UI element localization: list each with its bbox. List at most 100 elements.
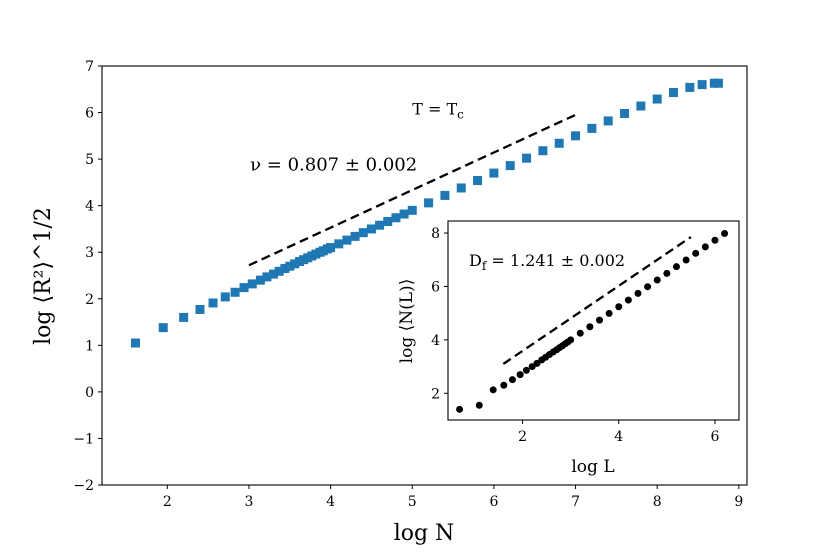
inset-data-point	[456, 405, 464, 413]
df-annotation-symbol: D	[469, 251, 482, 270]
main-data-point	[383, 216, 393, 226]
main-x-tick-label: 6	[489, 494, 498, 510]
inset-data-point	[682, 256, 690, 264]
main-data-point	[669, 88, 679, 98]
main-data-point	[358, 228, 368, 238]
main-data-point	[424, 198, 434, 208]
inset-chart: 2 4 6 2 4 6 8 log L log ⟨N(L)⟩ Df = 1.241 ± 0…	[397, 220, 740, 477]
inset-data-point	[576, 329, 584, 337]
inset-x-tick-label: 2	[518, 429, 527, 445]
main-y-ticks: −2 −1 0 1 2 3 4 5 6 7	[73, 59, 102, 494]
main-data-point	[195, 304, 205, 314]
main-data-point	[407, 205, 417, 215]
main-y-tick-label: −2	[73, 478, 94, 494]
main-y-tick-label: 6	[85, 106, 94, 122]
main-data-point	[342, 235, 352, 245]
main-x-tick-label: 2	[163, 494, 172, 510]
temperature-annotation-subscript: c	[457, 107, 464, 121]
main-x-axis-label: log N	[394, 521, 455, 546]
main-data-point	[326, 243, 336, 253]
inset-data-point	[644, 283, 652, 291]
main-plot-frame	[101, 65, 748, 486]
main-data-point	[239, 283, 249, 293]
main-data-point	[713, 78, 723, 88]
main-y-tick-label: 0	[85, 385, 94, 401]
main-data-point	[255, 275, 265, 285]
main-data-point	[220, 292, 230, 302]
inset-data-point	[500, 381, 508, 389]
inset-x-ticks: 2 4 6	[518, 420, 719, 445]
main-data-point	[262, 272, 272, 282]
main-data-point	[522, 153, 532, 163]
main-data-point	[489, 168, 499, 178]
main-data-point	[366, 224, 376, 234]
main-chart: 2 3 4 5 6 7 8 9 −2 −1 0 1 2 3 4 5 6 7 log N log ⟨R²⟩^1/2…	[31, 59, 748, 546]
inset-data-point	[586, 323, 594, 331]
df-annotation-subscript: f	[482, 259, 488, 273]
inset-data-point	[533, 359, 541, 367]
main-y-tick-label: −1	[73, 431, 94, 447]
main-y-tick-label: 4	[85, 199, 94, 215]
main-data-point	[554, 138, 564, 148]
main-data-point	[473, 176, 483, 186]
nu-annotation: ν = 0.807 ± 0.002	[250, 154, 417, 175]
inset-data-point	[701, 243, 709, 251]
inset-x-tick-label: 4	[614, 429, 623, 445]
temperature-annotation: T = Tc	[412, 99, 464, 121]
inset-x-tick-label: 6	[710, 429, 719, 445]
inset-y-ticks: 2 4 6 8	[431, 226, 448, 402]
main-y-axis-label: log ⟨R²⟩^1/2	[31, 207, 56, 345]
main-data-point	[158, 323, 168, 333]
main-data-point	[697, 80, 707, 90]
main-x-tick-label: 9	[734, 494, 743, 510]
main-data-point	[440, 190, 450, 200]
inset-y-tick-label: 4	[431, 333, 440, 349]
inset-data-point	[567, 336, 575, 344]
main-x-tick-label: 3	[245, 494, 254, 510]
main-x-ticks: 2 3 4 5 6 7 8 9	[163, 485, 743, 510]
main-data-marks	[130, 78, 723, 348]
main-data-point	[290, 259, 300, 269]
main-data-point	[571, 131, 581, 141]
main-fit-line-group	[248, 113, 577, 267]
main-y-tick-label: 1	[85, 338, 94, 354]
main-data-point	[391, 213, 401, 223]
main-data-point	[603, 116, 613, 126]
inset-data-point	[489, 386, 497, 394]
main-x-tick-label: 4	[326, 494, 335, 510]
main-fit-line	[248, 113, 577, 267]
inset-data-point	[475, 401, 483, 409]
inset-data-point	[605, 309, 613, 317]
main-x-tick-label: 5	[408, 494, 417, 510]
main-data-point	[685, 82, 695, 92]
main-data-point	[208, 298, 218, 308]
df-annotation: Df = 1.241 ± 0.002	[469, 251, 625, 273]
temperature-annotation-text: T = T	[412, 99, 457, 118]
main-data-point	[130, 338, 140, 348]
inset-data-point	[721, 230, 729, 238]
inset-fit-line	[502, 236, 692, 365]
main-data-point	[538, 146, 548, 156]
main-data-point	[652, 94, 662, 104]
inset-data-point	[634, 289, 642, 297]
inset-plot-frame	[447, 220, 740, 421]
main-data-point	[456, 183, 466, 193]
inset-fit-line-group	[502, 236, 692, 365]
inset-data-point	[624, 296, 632, 304]
inset-data-point	[522, 366, 530, 374]
inset-y-tick-label: 2	[431, 386, 440, 402]
main-y-tick-label: 7	[85, 59, 94, 75]
main-data-point	[375, 220, 385, 230]
df-annotation-value: = 1.241 ± 0.002	[486, 251, 625, 270]
inset-y-tick-label: 6	[431, 279, 440, 295]
inset-y-tick-label: 8	[431, 226, 440, 242]
inset-data-point	[596, 316, 604, 324]
main-data-point	[334, 239, 344, 249]
main-y-tick-label: 2	[85, 292, 94, 308]
inset-data-point	[516, 371, 524, 379]
main-data-point	[280, 264, 290, 274]
main-data-point	[179, 312, 189, 322]
inset-data-point	[692, 249, 700, 257]
main-data-point	[587, 123, 597, 133]
